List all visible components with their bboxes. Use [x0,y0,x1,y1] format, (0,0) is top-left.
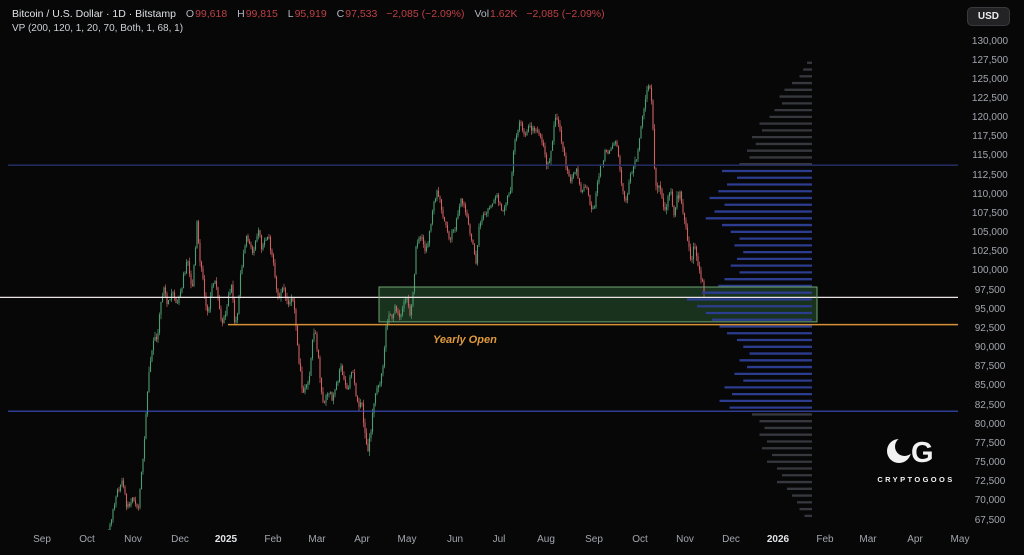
symbol-title[interactable]: Bitcoin / U.S. Dollar · 1D · Bitstamp [12,8,176,20]
low-value: 95,919 [294,8,327,20]
time-tick-label: Feb [816,534,834,545]
price-tick-label: 82,500 [974,399,1006,411]
price-tick-label: 115,000 [972,150,1008,162]
time-tick-label: Nov [124,534,142,545]
price-tick-label: 87,500 [974,361,1006,373]
time-tick-label: May [950,534,970,545]
open-label: O [185,8,195,20]
time-tick-label: Oct [79,534,95,545]
change-value: −2,085 (−2.09%) [386,8,465,20]
price-tick-label: 125,000 [971,73,1009,85]
time-tick-label: Dec [722,534,740,545]
price-tick-label: 90,000 [974,342,1006,354]
time-tick-label: Dec [171,534,189,545]
time-tick-label: Mar [859,534,877,545]
volume-change: −2,085 (−2.09%) [526,8,605,20]
candlestick-series [108,84,705,530]
time-tick-label: Jul [492,534,506,545]
symbol-legend[interactable]: Bitcoin / U.S. Dollar · 1D · Bitstamp O9… [12,8,605,20]
price-tick-label: 92,500 [974,322,1006,334]
price-tick-label: 127,500 [971,54,1009,66]
price-tick-label: 75,000 [974,457,1006,469]
time-tick-label: Feb [264,534,282,545]
price-tick-label: 80,000 [974,418,1006,430]
price-tick-label: 70,000 [974,495,1006,507]
price-tick-label: 130,000 [971,35,1009,47]
watermark-name: CRYPTOGOOS [877,475,955,484]
price-tick-label: 72,500 [974,476,1006,488]
time-tick-label: May [397,534,417,545]
price-tick-label: 77,500 [974,437,1006,449]
price-tick-label: 122,500 [971,92,1009,104]
time-tick-label: Sep [585,534,603,545]
time-tick-label: Jun [446,534,464,545]
price-tick-label: 95,000 [974,303,1006,315]
time-tick-label: Oct [632,534,648,545]
price-tick-label: 107,500 [971,207,1009,219]
price-tick-label: 105,000 [971,227,1009,239]
price-axis[interactable]: 130,000 127,500 125,000 122,500 120,000 117,5… [958,0,1024,530]
price-tick-label: 97,500 [974,284,1006,296]
price-tick-label: 67,500 [974,514,1006,526]
open-value: 99,618 [195,8,228,20]
close-label: C [336,8,345,20]
time-tick-label: Sep [33,534,51,545]
price-tick-label: 85,000 [974,380,1006,392]
price-tick-label: 112,500 [972,169,1008,181]
price-tick-label: 117,500 [972,131,1008,143]
yearly-open-label[interactable]: Yearly Open [433,334,497,346]
time-tick-label: Apr [354,534,370,545]
price-tick-label: 120,000 [971,112,1009,124]
zone-border [378,286,818,323]
price-tick-label: 110,000 [972,188,1008,200]
cryptogoos-logo-icon: G [887,437,934,469]
low-label: L [287,8,294,20]
volume-value: 1.62K [490,8,518,20]
time-tick-label: 2025 [214,534,238,545]
high-label: H [237,8,245,20]
currency-toggle-button[interactable]: USD [966,7,1010,26]
close-value: 97,533 [345,8,378,20]
time-tick-label: Nov [676,534,694,545]
price-tick-label: 100,000 [971,265,1009,277]
svg-text:G: G [911,437,934,469]
price-tick-label: 102,500 [971,246,1009,258]
watermark: G CRYPTOGOOS [864,436,968,484]
time-axis[interactable]: Sep Oct Nov Dec 2025 Feb Mar Apr May Jun Jul Aug Sep… [0,530,1024,555]
volume-profile [687,61,812,518]
time-tick-label: 2026 [766,534,790,545]
volume-label: Vol [474,8,490,20]
horizontal-levels[interactable] [0,164,958,412]
high-value: 99,815 [245,8,278,20]
time-tick-label: Mar [308,534,326,545]
vp-indicator-legend[interactable]: VP (200, 120, 1, 20, 70, Both, 1, 68, 1) [12,23,184,34]
time-tick-label: Aug [537,534,555,545]
time-tick-label: Apr [907,534,923,545]
